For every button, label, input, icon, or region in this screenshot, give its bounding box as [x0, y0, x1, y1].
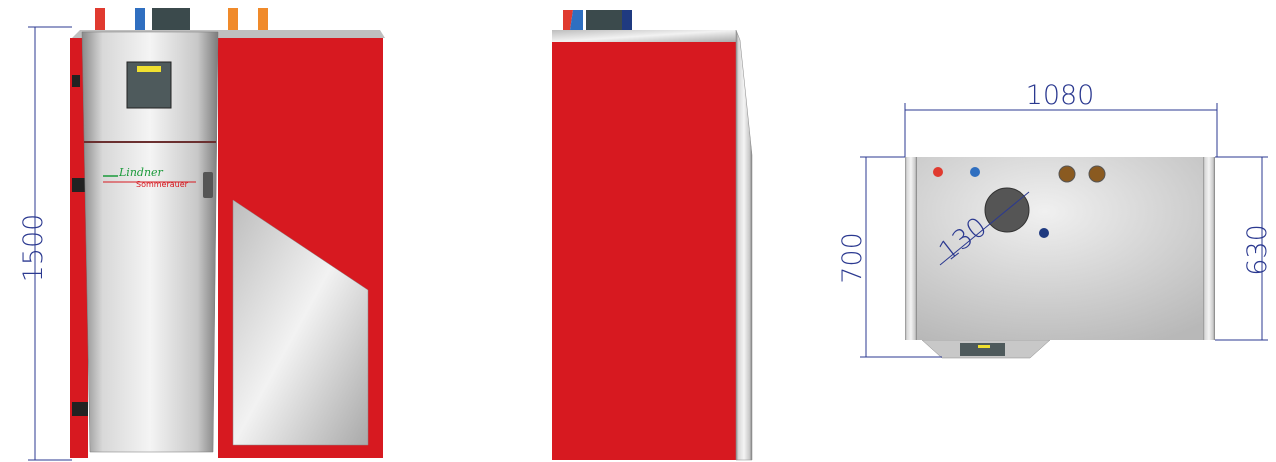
front-column — [81, 31, 219, 453]
top-view: 130 1080 700 630 — [837, 80, 1273, 359]
side-strip — [905, 157, 917, 340]
logo-text: Sommerauer — [136, 180, 189, 189]
connection — [1088, 165, 1106, 183]
dimension-label: 630 — [1242, 224, 1273, 276]
display — [978, 345, 990, 348]
logo-text: Lindner — [118, 166, 164, 179]
pipe — [586, 10, 622, 30]
connection — [1058, 165, 1076, 183]
pipe — [135, 8, 145, 30]
front-profile — [735, 29, 753, 461]
top-edge — [552, 30, 736, 42]
dimension-label: 1080 — [1026, 80, 1095, 111]
side-view — [552, 10, 753, 461]
connection — [933, 167, 943, 177]
dimension-line — [939, 227, 986, 266]
connection — [1039, 228, 1049, 238]
control-panel — [960, 343, 1005, 356]
pipe — [622, 10, 632, 30]
handle — [203, 172, 213, 198]
pipe — [228, 8, 238, 30]
pipe — [95, 8, 105, 30]
hinge — [72, 75, 80, 87]
top-surface — [905, 157, 1215, 340]
dimension-label: 1500 — [18, 214, 49, 283]
pipe — [570, 10, 583, 30]
side-panel — [70, 38, 88, 458]
hinge — [72, 178, 88, 192]
side-strip — [1203, 157, 1215, 340]
dimension-label: 700 — [837, 232, 868, 284]
display — [137, 66, 161, 72]
connection — [970, 167, 980, 177]
side-panel — [552, 42, 736, 460]
window — [232, 199, 369, 446]
pipe — [152, 8, 190, 30]
dimension-line — [984, 191, 1030, 229]
hinge — [72, 402, 88, 416]
pipe — [563, 10, 573, 30]
pipe — [258, 8, 268, 30]
front-view: Lindner Sommerauer 1500 — [18, 8, 385, 461]
